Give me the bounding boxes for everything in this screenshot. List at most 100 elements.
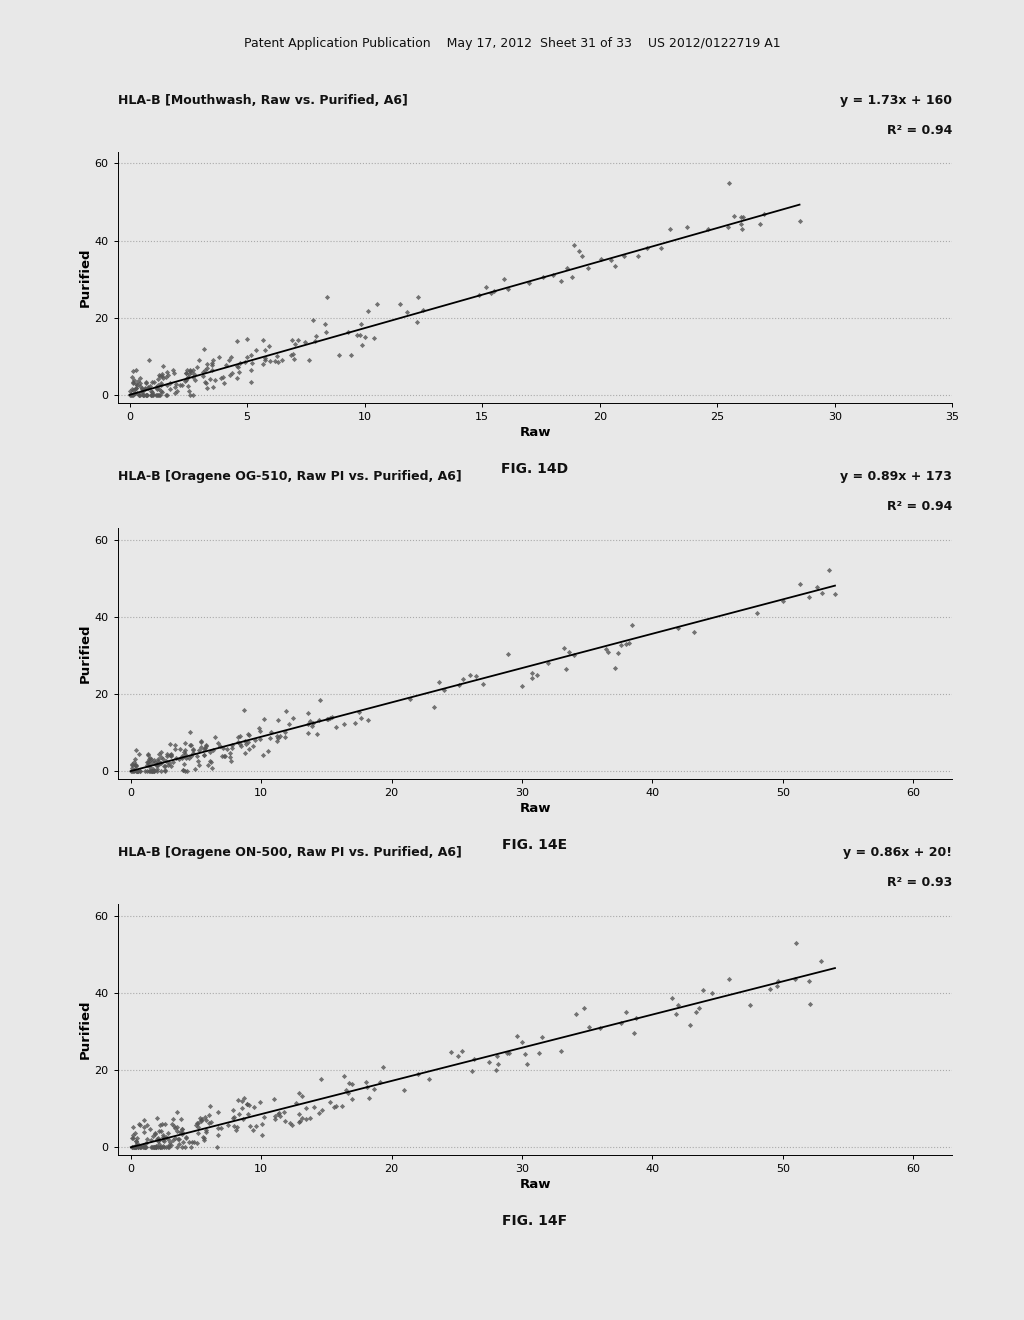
Point [255, 1106, 271, 1127]
Point [178, 760, 195, 781]
Point [625, 614, 641, 635]
Point [124, 366, 140, 387]
Point [222, 347, 239, 368]
Point [205, 739, 221, 760]
Point [154, 1137, 170, 1158]
Point [134, 378, 151, 399]
Point [142, 756, 159, 777]
Point [559, 257, 575, 279]
Point [749, 602, 765, 623]
Point [241, 1094, 257, 1115]
Text: HLA-B [Mouthwash, Raw vs. Purified, A6]: HLA-B [Mouthwash, Raw vs. Purified, A6] [118, 94, 408, 107]
Point [205, 376, 221, 397]
Point [735, 206, 752, 227]
Point [204, 758, 220, 779]
Point [334, 1096, 350, 1117]
Point [372, 1072, 388, 1093]
Point [196, 744, 212, 766]
Point [148, 1107, 165, 1129]
Point [145, 1137, 162, 1158]
Point [734, 219, 751, 240]
Point [139, 376, 156, 397]
Point [153, 1137, 169, 1158]
Point [157, 755, 173, 776]
Point [143, 381, 160, 403]
Point [124, 1127, 140, 1148]
Point [152, 366, 168, 387]
Point [129, 760, 145, 781]
Point [135, 1137, 152, 1158]
Point [167, 738, 183, 759]
Point [202, 742, 218, 763]
Point [210, 733, 226, 754]
Point [174, 1119, 190, 1140]
Point [144, 371, 161, 392]
Point [284, 329, 300, 350]
Point [130, 1137, 146, 1158]
Point [298, 1097, 314, 1118]
Point [150, 754, 166, 775]
Point [353, 708, 370, 729]
Point [194, 1109, 210, 1130]
Point [146, 371, 163, 392]
Point [132, 368, 148, 389]
Point [240, 731, 256, 752]
Text: y = 0.86x + 20!: y = 0.86x + 20! [844, 846, 952, 859]
Point [774, 591, 791, 612]
Point [409, 312, 425, 333]
Point [270, 727, 287, 748]
Point [228, 367, 245, 388]
Point [410, 1064, 426, 1085]
Point [148, 1137, 165, 1158]
Point [125, 1117, 141, 1138]
Point [141, 751, 158, 772]
Point [190, 1111, 207, 1133]
Point [212, 1118, 228, 1139]
Point [124, 384, 140, 405]
Point [128, 755, 144, 776]
Point [214, 367, 230, 388]
Point [127, 1137, 143, 1158]
Point [158, 367, 174, 388]
Point [156, 1127, 172, 1148]
Point [174, 747, 190, 768]
Point [194, 737, 210, 758]
Point [234, 1109, 251, 1130]
Point [225, 1107, 242, 1129]
Point [177, 747, 194, 768]
Point [229, 356, 246, 378]
Point [223, 750, 240, 771]
Point [410, 286, 426, 308]
Point [184, 738, 201, 759]
Point [153, 380, 169, 401]
Point [288, 1093, 304, 1114]
Point [161, 1137, 177, 1158]
Point [123, 760, 139, 781]
Point [230, 1104, 247, 1125]
Point [150, 748, 166, 770]
Point [260, 741, 276, 762]
Point [127, 748, 143, 770]
Point [167, 1118, 183, 1139]
Point [163, 744, 179, 766]
Point [152, 1121, 168, 1142]
Point [276, 1110, 293, 1131]
Point [425, 697, 441, 718]
Point [137, 378, 154, 399]
Point [128, 760, 144, 781]
Point [340, 1073, 356, 1094]
Point [205, 350, 221, 371]
Point [593, 248, 609, 269]
Point [190, 348, 207, 370]
Point [132, 760, 148, 781]
Point [252, 729, 268, 750]
Point [726, 205, 742, 226]
Point [200, 755, 216, 776]
Text: Patent Application Publication    May 17, 2012  Sheet 31 of 33    US 2012/012271: Patent Application Publication May 17, 2… [244, 37, 780, 50]
Point [762, 978, 778, 999]
Point [592, 1018, 608, 1039]
Point [130, 371, 146, 392]
Point [340, 322, 356, 343]
Point [301, 350, 317, 371]
Point [741, 995, 758, 1016]
